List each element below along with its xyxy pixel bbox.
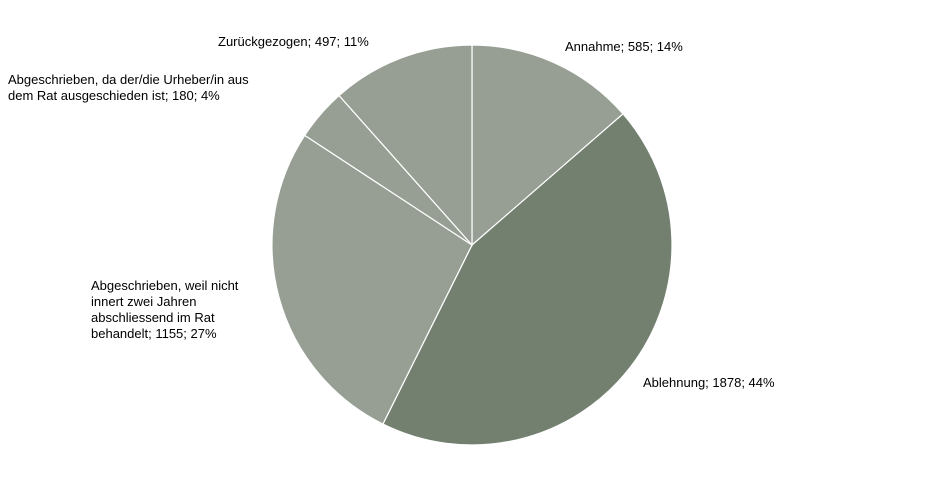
pie-slice-zurueckgezogen [338, 44, 473, 247]
data-label-line: behandelt; 1155; 27% [91, 326, 217, 341]
data-label-line: Abgeschrieben, weil nicht [91, 278, 239, 293]
data-label-line: abschliessend im Rat [91, 310, 215, 325]
data-label-line: Ablehnung; 1878; 44% [643, 375, 775, 390]
data-label-line: Zurückgezogen; 497; 11% [218, 34, 369, 49]
data-label-zurueckgezogen: Zurückgezogen; 497; 11% [218, 34, 369, 49]
data-label-line: dem Rat ausgeschieden ist; 180; 4% [8, 88, 220, 103]
data-label-ablehnung: Ablehnung; 1878; 44% [643, 375, 775, 390]
data-label-annahme: Annahme; 585; 14% [565, 39, 683, 54]
pie-slice-annahme [471, 44, 624, 247]
pie-labels: Annahme; 585; 14% Ablehnung; 1878; 44% Abg… [8, 34, 775, 390]
data-label-abgeschrieben-ausgeschieden: Abgeschrieben, da der/die Urheber/in aus… [8, 72, 249, 103]
pie-slice-ablehnung [382, 113, 673, 446]
data-label-line: Annahme; 585; 14% [565, 39, 683, 54]
data-label-abgeschrieben-frist: Abgeschrieben, weil nicht innert zwei Jah… [91, 278, 239, 341]
pie-slice-abgeschrieben-frist [271, 134, 473, 425]
data-label-line: innert zwei Jahren [91, 294, 197, 309]
pie-slices [271, 44, 673, 446]
data-label-line: Abgeschrieben, da der/die Urheber/in aus [8, 72, 249, 87]
